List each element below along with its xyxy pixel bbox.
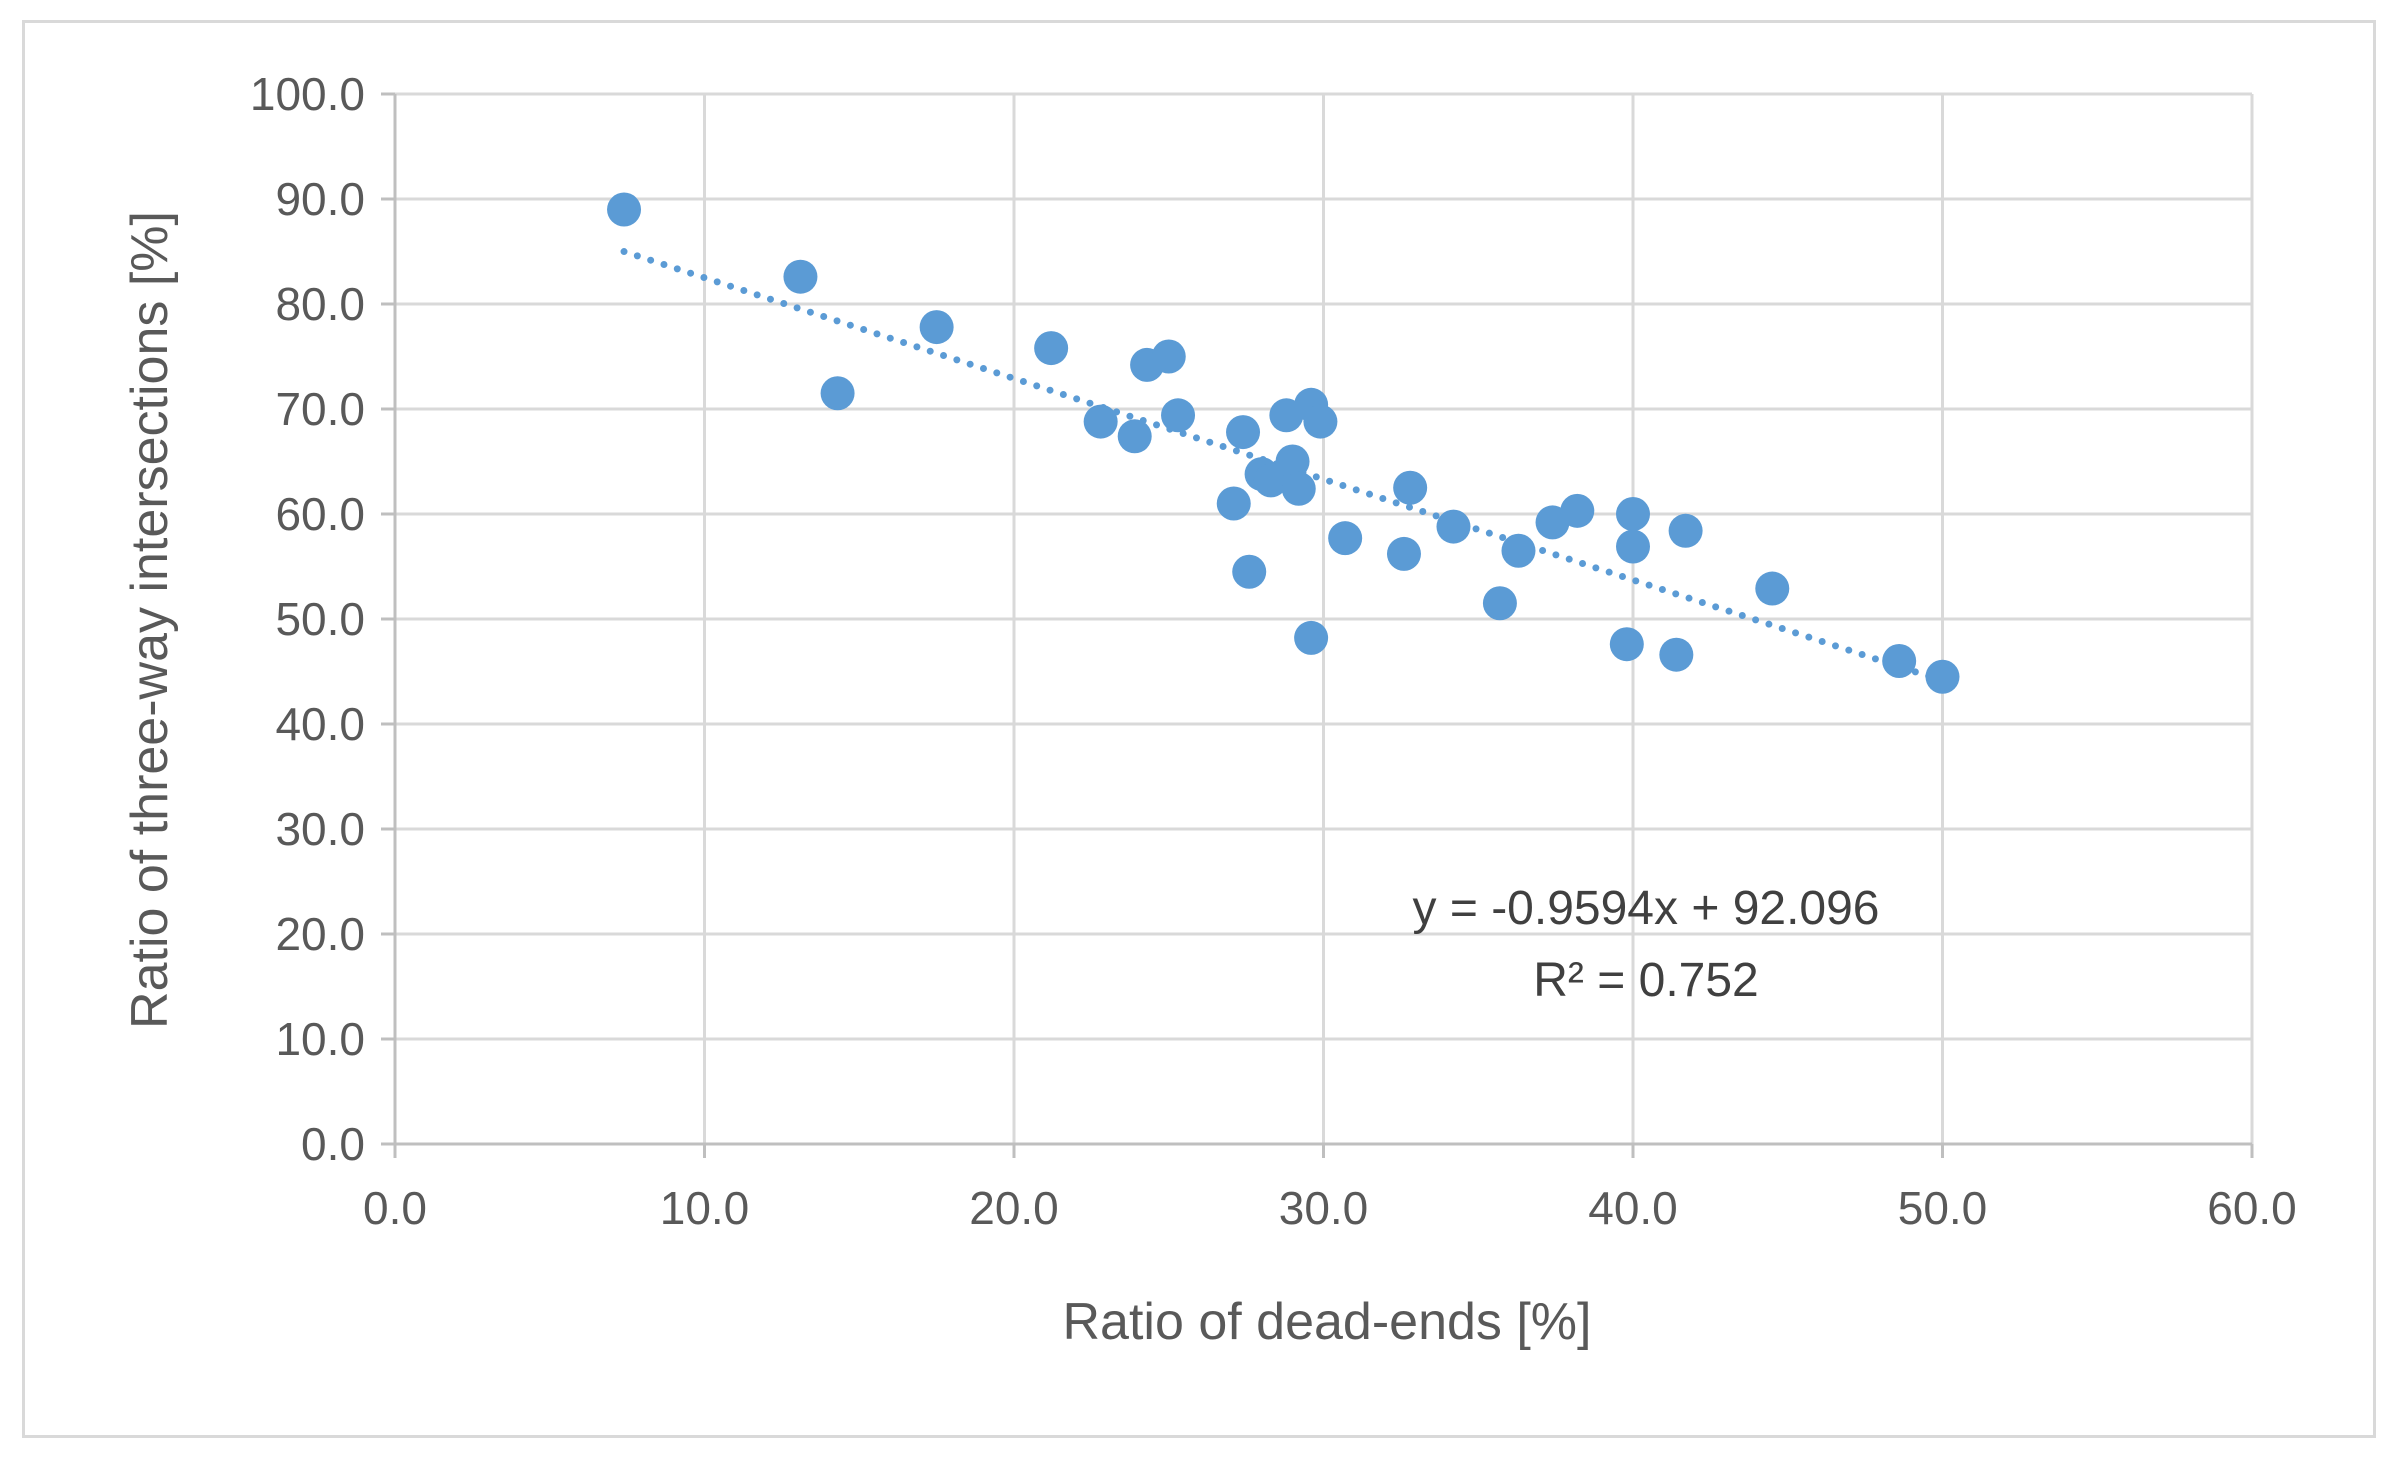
x-tick-label: 30.0	[1279, 1182, 1369, 1234]
y-tick-label: 0.0	[301, 1118, 365, 1170]
y-axis-title: Ratio of three-way intersections [%]	[121, 211, 179, 1029]
data-point	[1668, 513, 1703, 548]
data-point	[1882, 644, 1917, 678]
data-point	[1083, 404, 1118, 439]
data-point	[1151, 339, 1186, 374]
gridlines	[395, 92, 2254, 1144]
y-tick-label: 40.0	[275, 698, 365, 750]
y-tick-label: 60.0	[275, 488, 365, 540]
data-point	[1616, 497, 1650, 531]
data-point	[1616, 529, 1650, 564]
data-point	[1216, 486, 1251, 521]
y-tick-label: 20.0	[275, 908, 365, 960]
data-point	[1386, 536, 1421, 571]
data-point	[1232, 554, 1267, 589]
y-tick-label: 100.0	[250, 68, 365, 120]
y-tick-label: 80.0	[275, 278, 365, 330]
tick-labels: 0.0 10.0 20.0 30.0 40.0 50.0 60.0 70.0 80.0 90.0 1…	[250, 68, 2297, 1234]
data-point	[1501, 533, 1536, 568]
data-point	[1161, 398, 1196, 433]
y-tick-label: 30.0	[275, 803, 365, 855]
data-point	[1275, 444, 1310, 479]
data-point	[1755, 571, 1790, 606]
data-point	[1560, 493, 1595, 528]
data-point	[1482, 586, 1517, 621]
data-point	[919, 310, 954, 345]
y-tick-label: 50.0	[275, 593, 365, 645]
x-tick-label: 0.0	[363, 1182, 427, 1234]
data-point	[607, 192, 642, 227]
data-point	[1328, 521, 1363, 556]
data-point	[1117, 419, 1152, 454]
data-point	[1436, 509, 1471, 544]
x-tick-label: 20.0	[969, 1182, 1059, 1234]
data-point	[1925, 659, 1960, 694]
y-tick-label: 70.0	[275, 383, 365, 435]
x-tick-label: 10.0	[660, 1182, 750, 1234]
x-tick-label: 60.0	[2207, 1182, 2297, 1234]
y-tick-label: 10.0	[275, 1013, 365, 1065]
data-point	[1226, 415, 1261, 450]
x-tick-label: 50.0	[1898, 1182, 1988, 1234]
data-point	[820, 376, 855, 411]
trendline-r-squared: R² = 0.752	[1533, 954, 1758, 1007]
data-point	[1281, 471, 1316, 506]
data-points	[607, 192, 1960, 694]
data-point	[1659, 637, 1694, 672]
data-point	[783, 259, 818, 294]
chart-frame	[22, 20, 2376, 1438]
x-tick-label: 40.0	[1588, 1182, 1678, 1234]
y-tick-label: 90.0	[275, 173, 365, 225]
axes	[381, 92, 2254, 1158]
x-axis-title: Ratio of dead-ends [%]	[1063, 1293, 1592, 1351]
data-point	[1294, 620, 1329, 655]
trendline-equation: y = -0.9594x + 92.096	[1412, 882, 1879, 935]
data-point	[1034, 331, 1069, 366]
data-point	[1393, 470, 1428, 505]
data-point	[1609, 627, 1644, 662]
data-point	[1303, 404, 1338, 439]
